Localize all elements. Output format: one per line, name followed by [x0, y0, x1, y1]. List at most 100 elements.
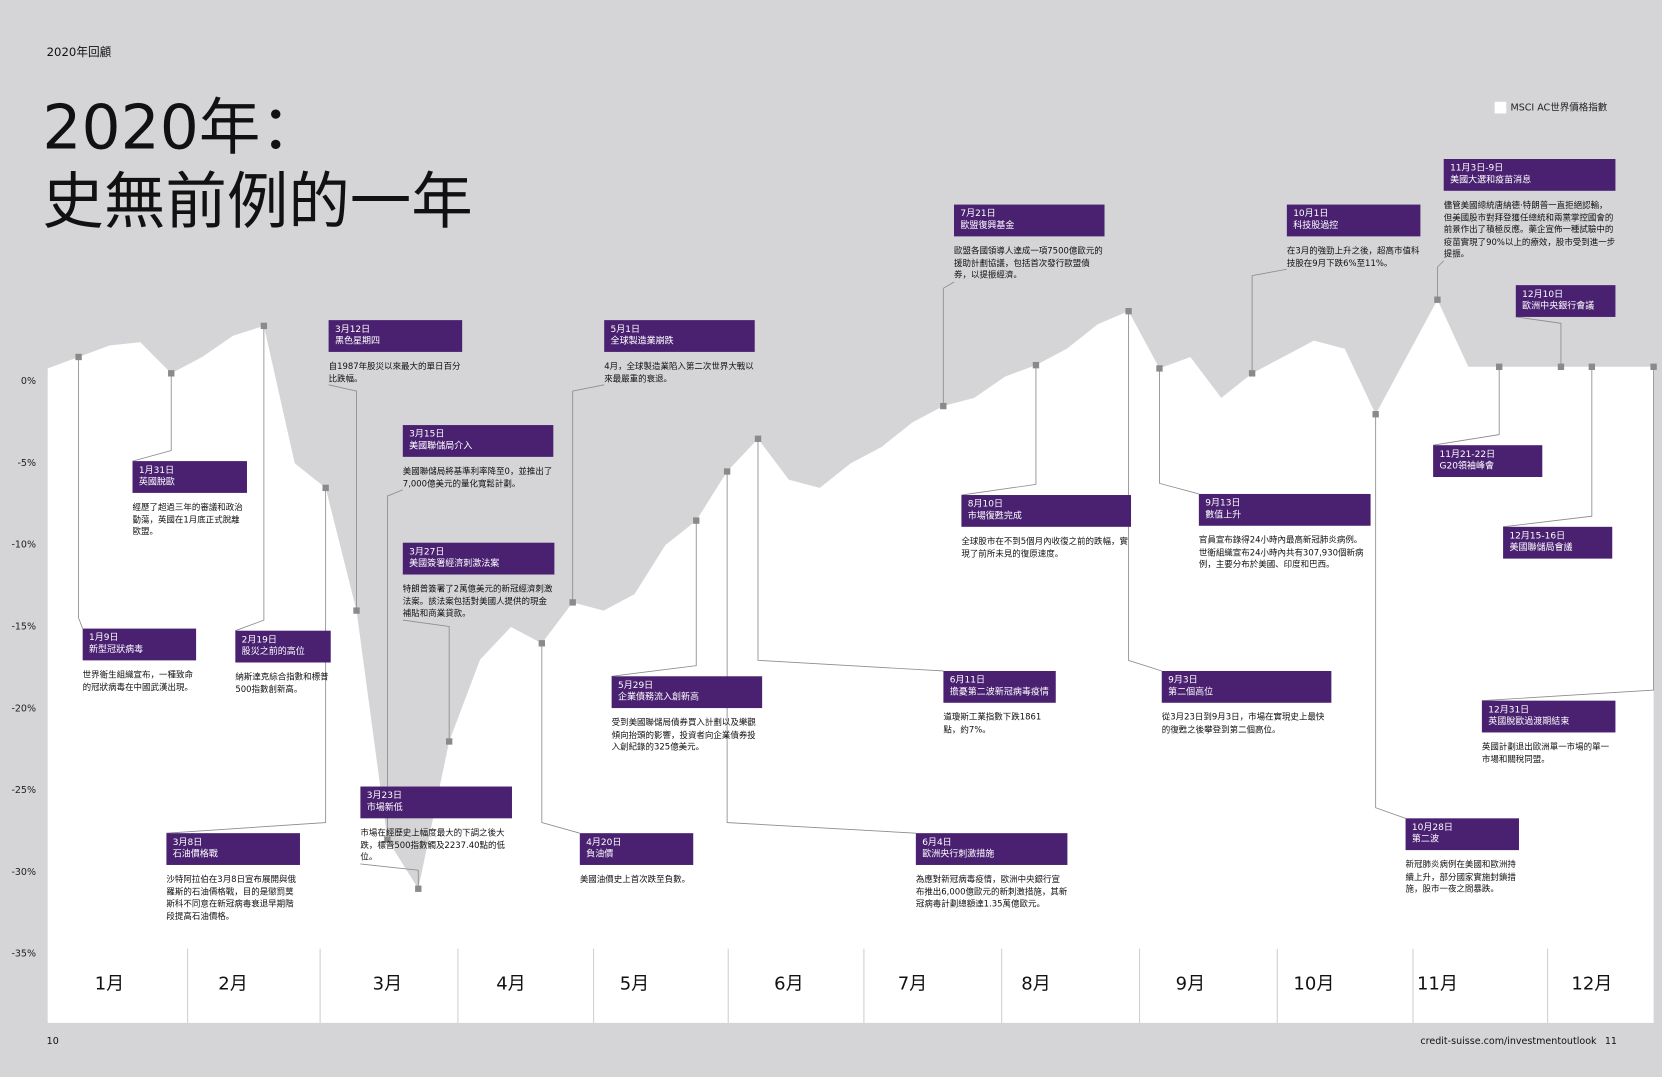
- annotation-title: 美國聯儲局介入: [409, 440, 473, 452]
- annotation-date: 2月19日: [241, 634, 277, 646]
- leader-line: [402, 619, 450, 742]
- annotation: 7月21日 歐盟復興基金歐盟各國領導人達成一項7500億歐元的援助計劃協議，包括首…: [953, 204, 1105, 282]
- annotation-text: 歐盟各國領導人達成一項7500億歐元的援助計劃協議，包括首次發行歐盟債券，以提振…: [953, 245, 1103, 280]
- annotation-date: 8月10日: [967, 499, 1004, 510]
- annotation-header: 6月4日 歐洲央行刺激措施: [915, 833, 1068, 865]
- leader-line: [942, 281, 955, 407]
- annotation-header: 2月19日 股災之前的高位: [235, 630, 331, 663]
- event-marker: [1156, 365, 1163, 372]
- title-line: 2020年：: [42, 91, 322, 164]
- event-marker: [1125, 307, 1132, 315]
- event-marker: [1557, 363, 1565, 370]
- x-tick-label: 10月: [1293, 974, 1334, 995]
- annotation-header: 3月12日 黑色星期四: [328, 320, 463, 352]
- footer-url: credit-suisse.com/investmentoutlook: [1420, 1036, 1597, 1048]
- annotation-title: 全球製造業崩跌: [610, 336, 674, 347]
- annotation-date: 3月27日: [409, 546, 445, 558]
- annotation-title: 市場復甦完成: [967, 510, 1022, 522]
- annotation-date: 3月15日: [409, 429, 445, 440]
- leader-line: [757, 438, 944, 672]
- annotation-title: 企業債務流入創新高: [617, 692, 700, 703]
- annotation-date: 1月9日: [89, 632, 119, 644]
- annotation-date: 5月1日: [610, 324, 641, 335]
- annotation-header: 5月1日 全球製造業崩跌: [604, 320, 755, 352]
- annotation-header: 3月8日 石油價格戰: [166, 833, 300, 865]
- leader-line: [132, 373, 172, 462]
- annotation-title: 英國脫歐: [138, 476, 175, 488]
- annotation-text: 世界衛生組織宣布，一種致命的冠狀病毒在中國武漢出現。: [82, 669, 193, 692]
- event-marker: [538, 640, 546, 647]
- event-marker: [1248, 370, 1256, 377]
- annotation-text: 沙特阿拉伯在3月8日宣布展開與俄羅斯的石油價格戰，目的是懲罰莫斯科不同意在新冠病…: [166, 874, 296, 921]
- annotation: 4月20日 負油價 美國油價史上首次跌至負數。: [579, 833, 694, 885]
- event-marker: [322, 484, 329, 492]
- event-marker: [723, 468, 731, 475]
- index-area: [47, 299, 1654, 1023]
- leader-line: [166, 487, 327, 834]
- annotation: 3月12日 黑色星期四自1987年股災以來最大的單日百分比跌幅。: [328, 320, 463, 385]
- annotation: 5月1日 全球製造業崩跌 4月，全球製造業陷入第二次世界大戰以來最嚴重的衰退。: [604, 320, 755, 385]
- annotation-header: 12月31日 英國脫歐過渡期結束: [1481, 700, 1616, 733]
- annotation-date: 3月12日: [334, 324, 371, 335]
- x-tick-label: 6月: [774, 974, 803, 995]
- annotation-date: 11月21-22日: [1439, 449, 1496, 461]
- leader-line: [1481, 366, 1655, 702]
- annotation-text: 美國聯儲局將基準利率降至0，並推出了7,000億美元的量化寬鬆計劃。: [402, 466, 553, 489]
- leader-line: [726, 471, 916, 834]
- x-tick-label: 7月: [898, 974, 927, 995]
- annotation-text: 自1987年股災以來最大的單日百分比跌幅。: [328, 361, 461, 384]
- annotation-text: 市場在經歷史上幅度最大的下調之後大跌，標普500指數觸及2237.40點的低位。: [360, 827, 505, 862]
- leader-line: [1433, 366, 1500, 446]
- annotation-title: 科技股過控: [1293, 220, 1339, 232]
- annotation-text: 在3月的強勁上升之後，超高市值科技股在9月下跌6%至11%。: [1286, 245, 1420, 268]
- leader-line: [1436, 260, 1445, 300]
- annotation-header: 11月21-22日 G20領袖峰會: [1433, 445, 1543, 477]
- leader-line: [1128, 311, 1162, 672]
- event-marker: [1650, 363, 1657, 370]
- annotation-header: 5月29日 企業債務流入創新高: [611, 676, 763, 709]
- x-tick-label: 4月: [496, 974, 525, 995]
- annotation: 10月28日 第二波 新冠肺炎病例在美國和歐洲持續上升，部分國家實施封鎖措施，股市一…: [1405, 818, 1519, 895]
- annotation-date: 3月8日: [172, 837, 203, 848]
- event-marker: [1588, 363, 1596, 370]
- annotation-date: 10月28日: [1411, 822, 1453, 834]
- x-tick-label: 9月: [1176, 974, 1205, 995]
- event-marker: [445, 738, 453, 745]
- x-tick-label: 11月: [1417, 974, 1458, 995]
- leader-line: [1515, 316, 1562, 367]
- annotation-header: 12月10日 歐洲中央銀行會議: [1515, 285, 1616, 317]
- annotation-date: 12月31日: [1488, 704, 1530, 716]
- leader-line: [1251, 268, 1287, 374]
- annotation-title: 歐盟復興基金: [960, 220, 1015, 232]
- title-line: 史無前例的一年: [42, 165, 473, 238]
- event-marker: [1434, 296, 1441, 303]
- x-tick-label: 8月: [1021, 974, 1050, 995]
- leader-line: [1375, 414, 1406, 819]
- annotation-date: 12月15-16日: [1509, 531, 1566, 542]
- annotation-header: 6月11日 擔憂第二波新冠病毒疫情: [943, 670, 1056, 703]
- annotation-title: 石油價格戰: [172, 849, 218, 860]
- x-tick-label: 12月: [1571, 974, 1612, 995]
- annotation-header: 9月3日 第二個高位: [1161, 670, 1332, 703]
- y-tick-label: -10%: [11, 540, 36, 551]
- annotation-title: 歐洲央行刺激措施: [922, 849, 995, 860]
- annotation-title: 美國大選和疫苗消息: [1450, 174, 1532, 186]
- event-marker: [754, 435, 762, 442]
- page-number: 10: [46, 1036, 59, 1048]
- annotation-title: 負油價: [586, 849, 614, 860]
- annotation-text: 全球股市在不到5個月內收復之前的跌幅，實現了前所未見的復原速度。: [961, 536, 1128, 559]
- y-tick-label: -20%: [11, 703, 36, 714]
- annotation-date: 12月10日: [1522, 289, 1564, 300]
- annotation-text: 儘管美國總統唐納德‧特朗普一直拒絕認輸，但美國股市對拜登獲任總統和兩黨掌控國會的…: [1443, 200, 1616, 259]
- annotation-title: 歐洲中央銀行會議: [1522, 301, 1595, 312]
- annotation: 12月31日 英國脫歐過渡期結束 英國計劃退出歐洲單一市場的單一市場和關稅同盟。: [1481, 700, 1616, 766]
- annotation-title: 美國聯儲局會議: [1509, 542, 1573, 554]
- annotation-title: 股災之前的高位: [241, 646, 305, 658]
- annotation-date: 9月13日: [1205, 498, 1241, 509]
- event-marker: [168, 370, 175, 377]
- annotation: 12月15-16日 美國聯儲局會議: [1503, 526, 1613, 559]
- annotation-title: G20領袖峰會: [1439, 461, 1494, 472]
- annotation-title: 英國脫歐過渡期結束: [1488, 716, 1570, 728]
- annotation-date: 7月21日: [960, 208, 996, 220]
